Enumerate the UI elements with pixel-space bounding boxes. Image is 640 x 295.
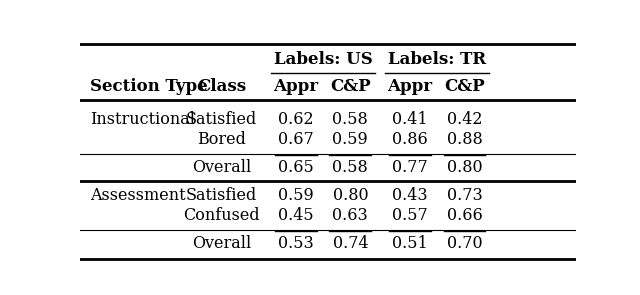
Text: Satisfied: Satisfied	[186, 111, 257, 128]
Text: Appr: Appr	[387, 78, 433, 95]
Text: 0.57: 0.57	[392, 207, 428, 224]
Text: 0.45: 0.45	[278, 207, 314, 224]
Text: 0.41: 0.41	[392, 111, 428, 128]
Text: Labels: US: Labels: US	[274, 51, 372, 68]
Text: 0.70: 0.70	[447, 235, 482, 252]
Text: 0.58: 0.58	[332, 111, 368, 128]
Text: 0.86: 0.86	[392, 131, 428, 148]
Text: Confused: Confused	[183, 207, 260, 224]
Text: 0.65: 0.65	[278, 159, 314, 176]
Text: 0.51: 0.51	[392, 235, 428, 252]
Text: C&P: C&P	[444, 78, 484, 95]
Text: C&P: C&P	[330, 78, 371, 95]
Text: 0.59: 0.59	[278, 187, 314, 204]
Text: Overall: Overall	[192, 235, 251, 252]
Text: 0.88: 0.88	[447, 131, 483, 148]
Text: Class: Class	[196, 78, 246, 95]
Text: 0.73: 0.73	[447, 187, 483, 204]
Text: 0.80: 0.80	[447, 159, 482, 176]
Text: 0.63: 0.63	[332, 207, 368, 224]
Text: Satisfied: Satisfied	[186, 187, 257, 204]
Text: 0.77: 0.77	[392, 159, 428, 176]
Text: 0.58: 0.58	[332, 159, 368, 176]
Text: 0.67: 0.67	[278, 131, 314, 148]
Text: 0.59: 0.59	[332, 131, 368, 148]
Text: Section Type: Section Type	[90, 78, 207, 95]
Text: 0.53: 0.53	[278, 235, 314, 252]
Text: 0.74: 0.74	[333, 235, 368, 252]
Text: 0.42: 0.42	[447, 111, 482, 128]
Text: Appr: Appr	[273, 78, 318, 95]
Text: Overall: Overall	[192, 159, 251, 176]
Text: 0.62: 0.62	[278, 111, 314, 128]
Text: Instructional: Instructional	[90, 111, 195, 128]
Text: 0.80: 0.80	[333, 187, 368, 204]
Text: 0.43: 0.43	[392, 187, 428, 204]
Text: 0.66: 0.66	[447, 207, 483, 224]
Text: Labels: TR: Labels: TR	[388, 51, 486, 68]
Text: Bored: Bored	[197, 131, 246, 148]
Text: Assessment: Assessment	[90, 187, 186, 204]
